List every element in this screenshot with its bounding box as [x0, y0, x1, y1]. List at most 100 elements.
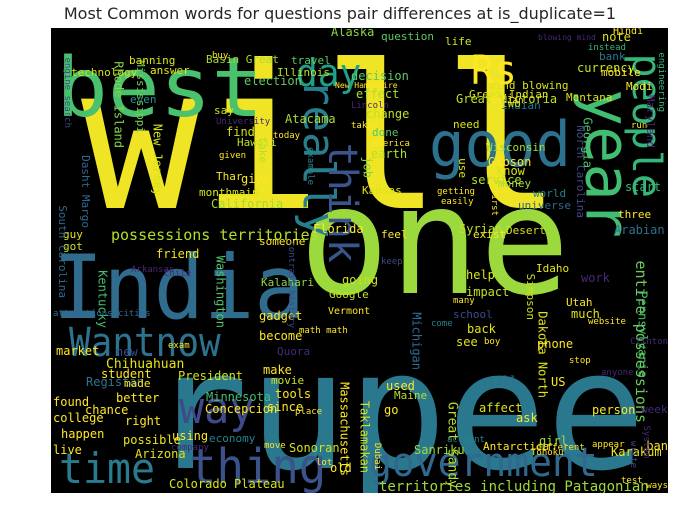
word-better: better	[116, 391, 159, 405]
word-first: first	[489, 189, 499, 216]
word-simpson: Simpson	[524, 274, 537, 320]
word-keep: keep	[381, 257, 403, 267]
word-rupee: rupee	[149, 315, 646, 493]
word-make: make	[263, 363, 292, 377]
word-bank: bank	[599, 50, 626, 63]
word-illinois: Illinois	[277, 66, 330, 79]
word-anyone: anyone	[601, 368, 634, 378]
word-pennsylvania: Pennsylvania	[636, 291, 650, 378]
word-going: going	[342, 273, 378, 287]
word-student: student	[101, 367, 152, 381]
word-colorado-plateau: Colorado Plateau	[169, 477, 285, 491]
word-economy: economy	[209, 432, 256, 445]
word-university: University	[216, 117, 271, 127]
word-given: given	[219, 151, 246, 161]
word-atacama: Atacama	[285, 112, 336, 126]
word-india: India	[53, 237, 305, 340]
word-give: give	[241, 172, 270, 186]
word-mind-blowing: mind blowing	[489, 79, 568, 92]
word-life: life	[445, 35, 472, 48]
word-kentucky: Kentucky	[96, 270, 110, 328]
word-market: market	[56, 344, 99, 358]
word-taklamakan: Taklamakan	[358, 401, 372, 473]
word-become: become	[259, 329, 302, 343]
word-taken: taken	[351, 121, 378, 131]
word-possible: possible	[123, 433, 181, 447]
word-guy: guy	[63, 228, 83, 241]
word-help: help	[466, 268, 495, 282]
word-mobile: mobile	[601, 66, 641, 79]
word-example: example	[305, 147, 315, 185]
word-people: people	[623, 54, 668, 199]
word-maine: Maine	[394, 389, 427, 402]
word-kansas: Kansas	[362, 184, 402, 197]
word-travel: travel	[291, 54, 331, 67]
word-indian: Indian	[501, 99, 541, 112]
word-new-hampshire: New Hampshire	[335, 81, 398, 90]
word-election: election	[244, 74, 302, 88]
word-syrian: Syrian	[459, 222, 502, 236]
word-back: back	[467, 322, 497, 336]
word-college: college	[53, 411, 104, 425]
word-mississippi: Mississippi	[134, 60, 147, 133]
word-buy: buy	[212, 51, 229, 61]
word-movie: movie	[271, 374, 304, 387]
word-go: go	[384, 403, 398, 417]
word-exam: exam	[168, 341, 190, 351]
word-question: question	[381, 30, 434, 43]
word-wantnow: Wantnow	[69, 319, 221, 365]
word-utah: Utah	[566, 296, 593, 309]
word-time: time	[59, 444, 155, 493]
word-done: done	[372, 126, 399, 139]
word-week: week	[641, 403, 668, 416]
word-america: America	[372, 139, 410, 149]
word-gibson: Gibson	[488, 155, 531, 169]
word-georgia: Georgia	[581, 117, 595, 168]
word-find: find	[226, 125, 255, 139]
word-technology: technology	[71, 66, 138, 79]
word-president: President	[178, 369, 243, 383]
word-today: today	[273, 131, 301, 141]
word-hindi: Hindi	[613, 28, 643, 37]
word-antarctica: Antarctica	[483, 440, 549, 453]
word-florida: Florida	[313, 222, 364, 236]
word-say: say	[214, 104, 234, 117]
word-thar: Thar	[216, 170, 243, 183]
word-chance: chance	[85, 403, 128, 417]
word-decision: decision	[351, 69, 409, 83]
word-made: made	[124, 377, 151, 390]
word-phone: phone	[537, 337, 573, 351]
word-sonoran: Sonoran	[289, 441, 340, 455]
word-great-indian: Great Indian	[469, 88, 548, 101]
word-answer: answer	[150, 64, 190, 77]
word-used: used	[386, 379, 415, 393]
word-idaho: Idaho	[536, 262, 569, 275]
word-sanriku: Sanriku	[414, 443, 465, 457]
word-minnesota: Minnesota	[206, 390, 271, 404]
word-banning: banning	[129, 54, 175, 67]
word-attractions-cities: attractions cities	[53, 309, 151, 319]
word-instead: instead	[588, 43, 626, 53]
word-way: way	[179, 383, 254, 434]
word-effect: effect	[356, 87, 399, 101]
word-chihuahuan: Chihuahuan	[106, 357, 184, 372]
word-two: two	[501, 97, 521, 110]
word-money: money	[498, 177, 531, 190]
word-clinton: Clinton	[630, 337, 668, 347]
word-service: service	[471, 173, 522, 187]
word-math-math: math math	[299, 326, 348, 336]
word-even: even	[130, 93, 157, 106]
word-california: California	[211, 197, 283, 211]
word-day: day	[296, 51, 361, 95]
word-cloud-panel: will one rupee best India good government time t…	[51, 28, 668, 493]
word-north-carolina: North Carolina	[574, 125, 587, 218]
word-getting: getting	[437, 187, 475, 197]
word-test: test	[621, 476, 643, 486]
word-still: still	[481, 374, 517, 388]
word-girl: girl	[539, 434, 568, 448]
word-currency: currency	[577, 61, 635, 75]
word-great-sandy: Great Sandy	[444, 402, 459, 488]
word-found: found	[53, 395, 89, 409]
word-tohoku: Tohoku	[531, 448, 564, 458]
word-note: note	[602, 30, 631, 44]
